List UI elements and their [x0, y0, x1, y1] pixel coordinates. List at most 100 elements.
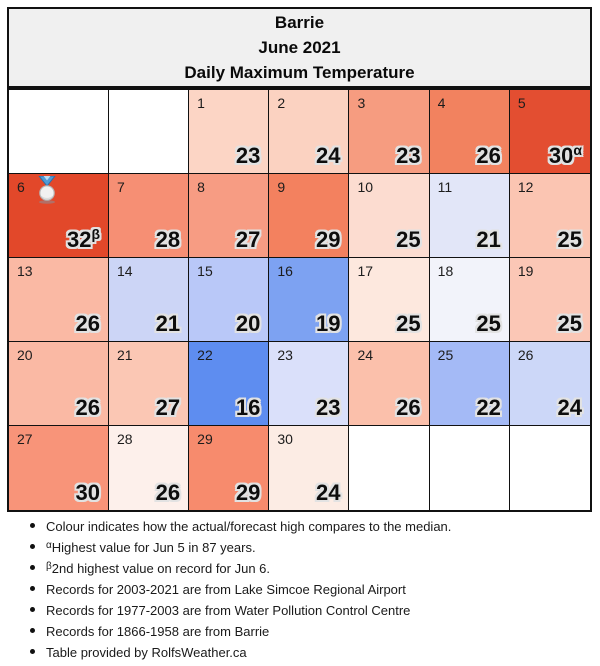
footnote: β2nd highest value on record for Jun 6.	[30, 560, 585, 576]
chart-title-box: Barrie June 2021 Daily Maximum Temperatu…	[7, 7, 592, 88]
calendar-day-cell	[9, 90, 109, 174]
temperature-value: 23	[316, 395, 341, 420]
temperature-value: 25	[396, 311, 421, 336]
footnotes-list: Colour indicates how the actual/forecast…	[30, 518, 585, 665]
bullet-icon	[30, 628, 35, 633]
day-number: 8	[197, 179, 205, 195]
bullet-icon	[30, 586, 35, 591]
temperature-value: 26	[476, 143, 501, 168]
calendar-day-cell: 9 29	[269, 174, 350, 258]
calendar-day-cell: 28 26	[109, 426, 190, 510]
calendar-day-cell	[509, 426, 590, 510]
temperature-value: 24	[316, 480, 341, 505]
calendar-grid: 1 23 2 24 3 23 4 26 5 30α 6 32β 7	[7, 88, 592, 512]
temperature-value: 24	[316, 143, 341, 168]
temperature-value: 27	[235, 227, 261, 252]
calendar-day-cell: 29 29	[189, 426, 270, 510]
temperature-value: 26	[155, 480, 181, 505]
day-number: 7	[117, 179, 125, 195]
calendar-day-cell	[429, 426, 510, 510]
footnote: Records for 2003-2021 are from Lake Simc…	[30, 581, 585, 597]
bullet-icon	[30, 607, 35, 612]
temperature-value: 27	[155, 395, 181, 420]
temperature-value: 29	[316, 227, 341, 252]
bullet-icon	[30, 565, 35, 570]
temperature-value: 30α	[548, 142, 582, 168]
temperature-value: 25	[557, 227, 582, 252]
temperature-value: 30	[75, 480, 100, 505]
calendar-day-cell	[349, 426, 430, 510]
calendar-day-cell: 12 25	[509, 174, 590, 258]
temperature-value: 22	[476, 395, 501, 420]
footnote-text: αHighest value for Jun 5 in 87 years.	[46, 540, 256, 555]
title-metric: Daily Maximum Temperature	[184, 63, 415, 82]
day-number: 6	[17, 179, 25, 195]
temperature-value: 23	[235, 143, 261, 168]
day-number: 28	[117, 431, 133, 447]
record-marker: β	[91, 226, 100, 242]
day-number: 24	[357, 347, 374, 363]
day-number: 3	[357, 95, 366, 111]
calendar-day-cell: 20 26	[9, 342, 109, 426]
calendar-day-cell: 21 27	[109, 342, 190, 426]
calendar-day-cell: 11 21	[429, 174, 510, 258]
bullet-icon	[30, 544, 35, 549]
temperature-value: 25	[476, 311, 501, 336]
calendar-day-cell: 23 23	[269, 342, 350, 426]
day-number: 11	[437, 179, 453, 195]
footnote: Records for 1977-2003 are from Water Pol…	[30, 602, 585, 618]
calendar-day-cell: 16 19	[269, 258, 350, 342]
calendar-day-cell: 18 25	[429, 258, 510, 342]
day-number: 21	[117, 347, 133, 363]
footnote-text: Table provided by RolfsWeather.ca	[46, 645, 247, 660]
footnote: Table provided by RolfsWeather.ca	[30, 644, 585, 660]
footnote-text: Records for 2003-2021 are from Lake Simc…	[46, 582, 406, 597]
day-number: 14	[117, 263, 133, 279]
day-number: 23	[277, 347, 293, 363]
day-number: 20	[17, 347, 33, 363]
calendar-day-cell: 24 26	[349, 342, 430, 426]
temperature-value: 20	[235, 311, 261, 336]
calendar-day-cell: 26 24	[509, 342, 590, 426]
day-number: 30	[277, 431, 293, 447]
temperature-value: 24	[557, 395, 582, 420]
day-number: 13	[17, 263, 33, 279]
calendar-day-cell: 3 23	[349, 90, 430, 174]
calendar-day-cell: 13 26	[9, 258, 109, 342]
calendar-day-cell: 2 24	[269, 90, 350, 174]
day-number: 18	[437, 263, 454, 279]
calendar-day-cell: 27 30	[9, 426, 109, 510]
day-number: 10	[357, 179, 374, 195]
silver-medal-icon	[38, 176, 56, 204]
title-location: Barrie	[274, 13, 325, 32]
temperature-value: 26	[396, 395, 421, 420]
calendar-day-cell: 7 28	[109, 174, 190, 258]
day-number: 1	[197, 95, 205, 111]
temperature-value: 26	[75, 311, 100, 336]
temperature-value: 25	[557, 311, 582, 336]
day-number: 15	[197, 263, 213, 279]
day-number: 16	[277, 263, 293, 279]
day-number: 4	[437, 95, 446, 111]
calendar-day-cell: 15 20	[189, 258, 270, 342]
day-number: 26	[517, 347, 534, 363]
day-number: 17	[357, 263, 374, 279]
day-number: 9	[277, 179, 286, 195]
calendar-day-cell: 19 25	[509, 258, 590, 342]
day-number: 22	[197, 347, 213, 363]
temperature-value: 21	[476, 227, 501, 252]
calendar-day-cell: 25 22	[429, 342, 510, 426]
footnote: Colour indicates how the actual/forecast…	[30, 518, 585, 534]
record-marker: α	[573, 142, 582, 158]
calendar-day-cell: 4 26	[429, 90, 510, 174]
temperature-value: 23	[396, 143, 421, 168]
calendar-day-cell: 10 25	[349, 174, 430, 258]
calendar-day-cell: 30 24	[269, 426, 350, 510]
calendar-day-cell: 6 32β	[9, 174, 109, 258]
day-number: 5	[517, 95, 526, 111]
temperature-value: 21	[155, 311, 181, 336]
day-number: 12	[517, 179, 534, 195]
day-number: 19	[517, 263, 534, 279]
temperature-value: 25	[396, 227, 421, 252]
calendar-day-cell: 14 21	[109, 258, 190, 342]
